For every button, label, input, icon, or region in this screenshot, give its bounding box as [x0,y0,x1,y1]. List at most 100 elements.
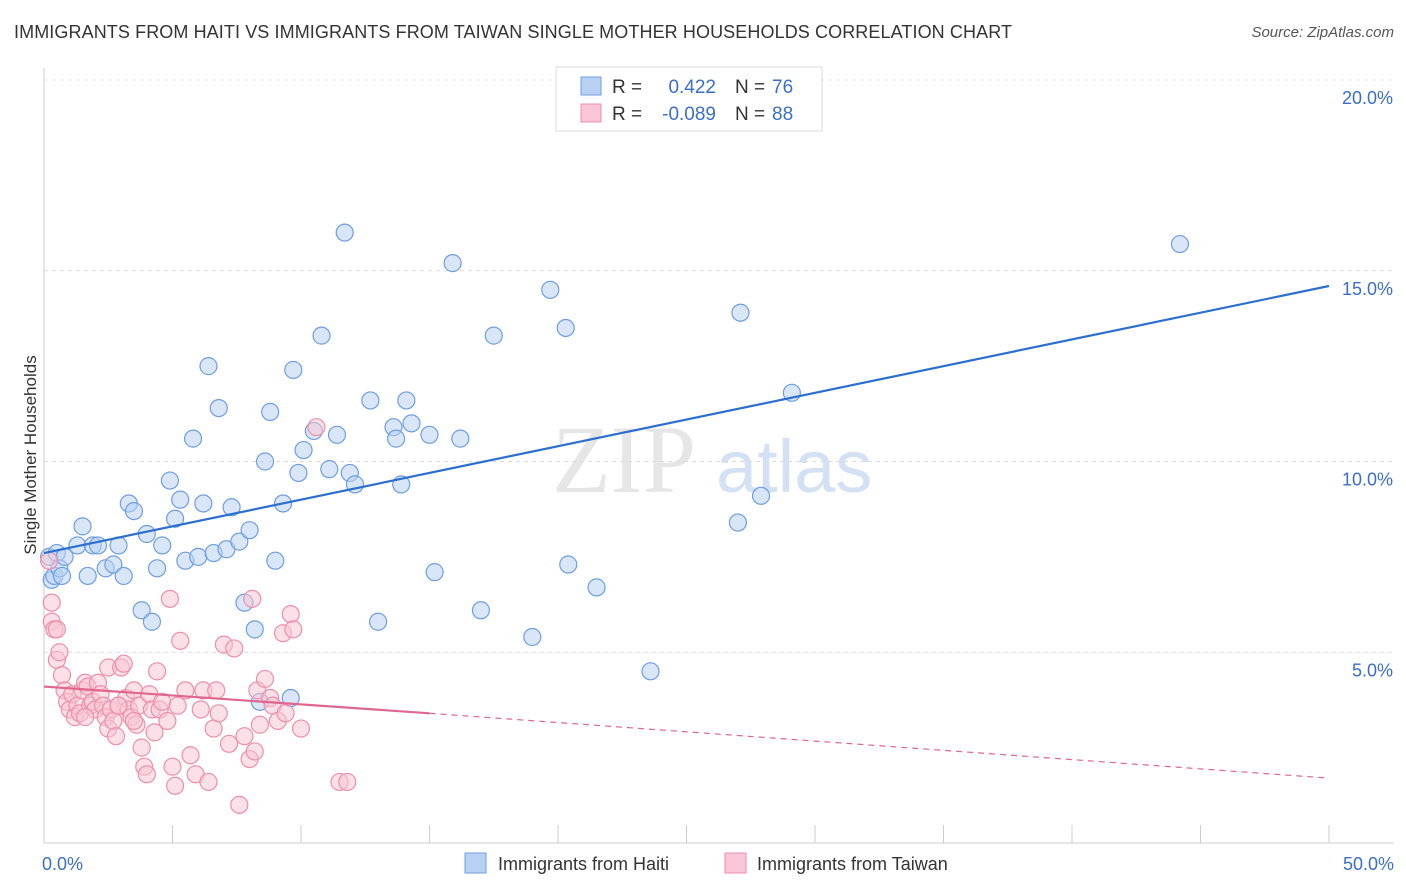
haiti-point [183,429,203,448]
haiti-point [641,662,660,681]
haiti-point [369,612,388,631]
haiti-point [160,471,180,490]
taiwan-point [176,681,195,700]
bottom-legend: Immigrants from Haiti Immigrants from Ta… [464,852,948,874]
taiwan-point [158,711,177,731]
taiwan-point [124,681,144,700]
trend-line-haiti [43,284,1330,555]
taiwan-point [230,795,249,814]
taiwan-point [132,738,151,757]
haiti-point [523,627,542,647]
taiwan-point [291,719,311,738]
taiwan-point [165,776,185,795]
legend-n-value-taiwan: 88 [772,104,793,125]
taiwan-point [245,742,264,761]
legend-swatch-haiti [580,76,602,96]
legend-r-label-taiwan: R = [612,104,642,125]
haiti-point [386,429,406,448]
haiti-point [751,486,771,505]
haiti-point [261,402,280,422]
taiwan-point [76,708,95,727]
taiwan-point [338,772,357,792]
taiwan-point [209,704,228,723]
haiti-point [209,398,228,418]
legend-r-value-haiti: 0.422 [668,77,716,98]
bottom-legend-swatch-haiti [464,852,487,874]
haiti-point [361,391,380,410]
y-tick-label: 15.0% [1342,279,1393,299]
haiti-point [255,452,275,471]
haiti-point [230,532,249,551]
legend: R = 0.422 N = 76 R = -0.089 N = 88 [555,66,823,132]
trend-line-taiwan-extrapolated [429,712,1330,779]
haiti-point [320,460,339,479]
y-tick-label: 20.0% [1342,88,1393,108]
legend-swatch-taiwan [580,103,602,123]
bottom-legend-label-haiti: Immigrants from Haiti [498,854,669,874]
gridlines [44,79,1394,653]
taiwan-point [171,631,190,650]
haiti-point [731,303,750,322]
haiti-point [199,357,218,376]
taiwan-point [124,711,144,731]
y-tick-label: 5.0% [1352,660,1393,680]
haiti-point [266,551,285,570]
haiti-point [289,463,308,483]
haiti-point [189,547,208,566]
haiti-point [284,360,303,380]
haiti-point [147,559,167,578]
haiti-point [397,391,416,410]
watermark-zip: ZIP [552,406,696,513]
haiti-point [114,566,133,586]
source-label: Source: ZipAtlas.com [1251,24,1394,41]
taiwan-point [42,593,61,612]
haiti-point [245,620,264,639]
taiwan-point [147,662,167,681]
haiti-point [420,425,439,444]
haiti-point [402,414,421,433]
taiwan-point [243,589,262,608]
taiwan-point [168,696,187,715]
haiti-point [451,429,470,448]
y-axis-title: Single Mother Households [21,355,40,554]
taiwan-point [276,704,295,723]
taiwan-point [191,700,210,719]
haiti-point [1170,234,1190,254]
haiti-point [153,536,172,555]
haiti-point [194,494,213,513]
haiti-point [88,536,108,555]
haiti-point [556,318,575,338]
haiti-point [443,254,462,273]
legend-r-label-haiti: R = [612,77,642,98]
taiwan-point [219,734,239,753]
taiwan-point [235,727,254,746]
haiti-point [484,326,503,345]
taiwan-point [106,727,126,746]
haiti-point [104,555,123,574]
y-axis-ticks: 5.0% 10.0% 15.0% 20.0% [1342,88,1393,680]
series-taiwan-points [40,418,357,814]
haiti-point [73,517,92,536]
haiti-point [132,601,151,620]
taiwan-point [250,715,269,734]
bottom-legend-swatch-taiwan [724,852,747,874]
taiwan-point [207,681,226,700]
taiwan-point [114,654,133,673]
taiwan-point [52,666,72,685]
taiwan-point [199,772,218,792]
haiti-point [327,425,347,444]
axes [43,68,1394,844]
haiti-point [171,490,190,509]
legend-n-value-haiti: 76 [772,77,793,98]
haiti-point [124,501,144,521]
haiti-point [335,223,354,242]
trend-lines [43,284,1330,779]
haiti-point [559,555,578,574]
taiwan-point [281,604,300,624]
haiti-point [294,440,313,460]
haiti-point [471,601,490,620]
taiwan-point [145,723,164,742]
taiwan-point [160,589,180,608]
taiwan-point [137,765,156,784]
